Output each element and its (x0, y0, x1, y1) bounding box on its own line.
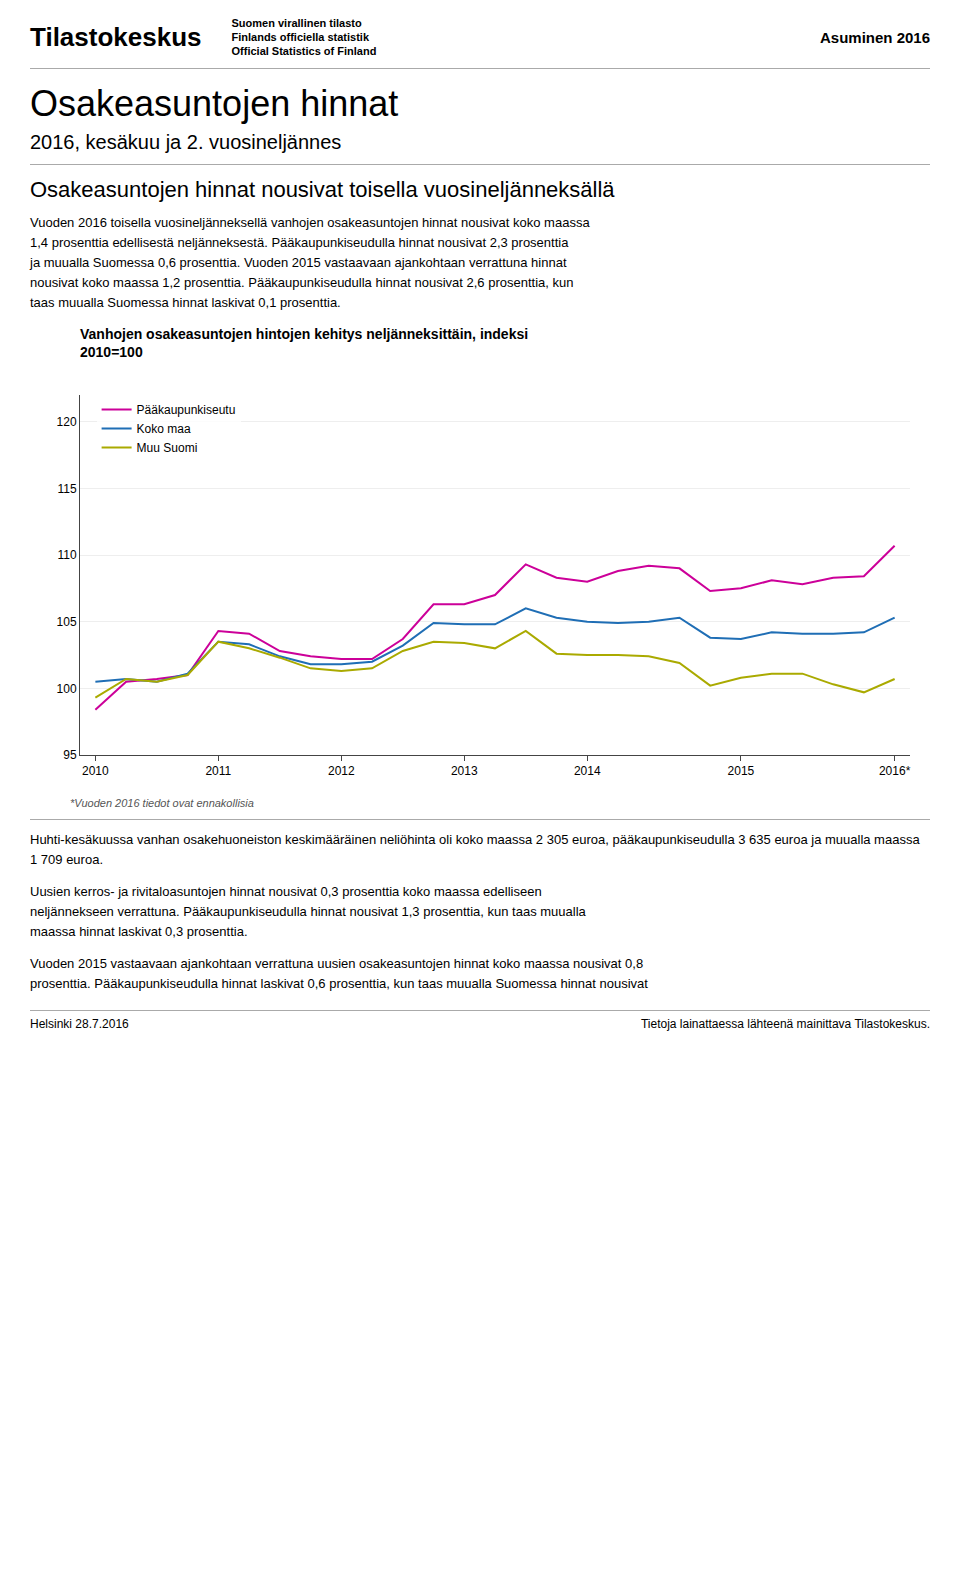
svg-text:2012: 2012 (328, 764, 355, 778)
html-text:Vuoden 2015 vastaavaan ajankoh: Vuoden 2015 vastaavaan ajankohtaan verra… (30, 956, 644, 971)
html-text:Tietoja lainattaessa lähteenä: Tietoja lainattaessa lähteenä mainittava… (640, 1017, 930, 1031)
svg-text:105: 105 (57, 615, 77, 629)
svg-text:Pääkaupunkiseutu: Pääkaupunkiseutu (137, 403, 236, 417)
svg-text:2016*: 2016* (879, 764, 911, 778)
html-text:Suomen virallinen tilasto: Suomen virallinen tilasto (231, 17, 362, 29)
svg-text:Vanhojen osakeasuntojen hintoj: Vanhojen osakeasuntojen hintojen kehitys… (80, 326, 528, 360)
html-text:taas muualla Suomessa hinnat l: taas muualla Suomessa hinnat laskivat 0,… (30, 295, 341, 310)
svg-text:Muu Suomi: Muu Suomi (137, 441, 198, 455)
svg-text:115: 115 (57, 482, 76, 496)
html-text:Osakeasuntojen hinnat nousivat: Osakeasuntojen hinnat nousivat toisella … (30, 177, 615, 202)
html-text:Official Statistics of Finland: Official Statistics of Finland (231, 45, 377, 57)
html-text:2016, kesäkuu ja 2. vuosineljä: 2016, kesäkuu ja 2. vuosineljännes (30, 131, 342, 153)
svg-text:2011: 2011 (205, 764, 231, 778)
html-text:neljännekseen verrattuna. Pääk: neljännekseen verrattuna. Pääkaupunkiseu… (30, 904, 586, 919)
html-text:Finlands officiella statistik: Finlands officiella statistik (231, 31, 370, 43)
svg-text:100: 100 (57, 682, 77, 696)
html-text:Tilastokeskus: Tilastokeskus (30, 21, 202, 52)
html-text:Osakeasuntojen hinnat: Osakeasuntojen hinnat (30, 83, 399, 124)
svg-text:95: 95 (63, 748, 77, 762)
html-text:Uusien kerros- ja rivitaloasun: Uusien kerros- ja rivitaloasuntojen hinn… (30, 884, 542, 899)
svg-text:2014: 2014 (574, 764, 601, 778)
html-text:Huhti-kesäkuussa vanhan osakeh: Huhti-kesäkuussa vanhan osakehuoneiston … (30, 832, 920, 867)
svg-text:2010: 2010 (82, 764, 109, 778)
html-text:Vuoden 2016 toisella vuosinelj: Vuoden 2016 toisella vuosineljänneksellä… (30, 215, 590, 230)
html-text:ja muualla Suomessa 0,6 prosen: ja muualla Suomessa 0,6 prosenttia. Vuod… (30, 255, 567, 270)
html-text:nousivat koko maassa 1,2 prose: nousivat koko maassa 1,2 prosenttia. Pää… (30, 275, 574, 290)
html-text:1,4 prosenttia edellisestä nel: 1,4 prosenttia edellisestä neljänneksest… (30, 235, 569, 250)
html-text:Asuminen 2016: Asuminen 2016 (820, 28, 930, 46)
html-text:Helsinki 28.7.2016: Helsinki 28.7.2016 (30, 1017, 129, 1031)
svg-text:2013: 2013 (451, 764, 478, 778)
svg-text:Koko maa: Koko maa (137, 422, 191, 436)
html-text:prosenttia. Pääkaupunkiseudull: prosenttia. Pääkaupunkiseudulla hinnat l… (30, 976, 648, 991)
svg-text:110: 110 (57, 548, 76, 562)
html-text:maassa hinnat laskivat 0,3 pro: maassa hinnat laskivat 0,3 prosenttia. (30, 924, 248, 939)
svg-text:2015: 2015 (728, 764, 755, 778)
html-text:*Vuoden 2016 tiedot ovat ennak: *Vuoden 2016 tiedot ovat ennakollisia (70, 797, 254, 809)
svg-text:120: 120 (57, 415, 77, 429)
